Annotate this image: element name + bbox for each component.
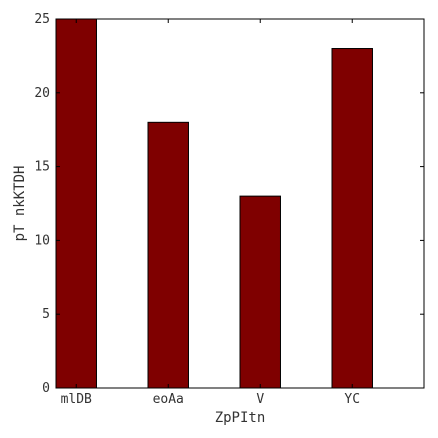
x-axis-title: ZpPItn (215, 410, 266, 426)
y-tick-label: 15 (34, 160, 50, 175)
bar-mlDB (55, 18, 97, 389)
y-tick-label: 20 (34, 86, 50, 101)
bar-V (239, 195, 281, 389)
y-tick-label: 5 (42, 307, 50, 322)
plot-frame (55, 18, 425, 389)
y-axis-title: pT nkKTDH (12, 166, 28, 242)
x-tick-label: V (256, 392, 264, 407)
x-tick-label: eoAa (153, 392, 184, 407)
x-tick-label: YC (344, 392, 360, 407)
bar-YC (331, 48, 373, 389)
y-tick-label: 25 (34, 12, 50, 27)
y-tick-label: 10 (34, 233, 50, 248)
bar-eoAa (147, 121, 189, 389)
bars-layer (55, 18, 373, 389)
y-tick-label: 0 (42, 381, 50, 396)
ticks-layer: mlDB eoAa V YC 0 5 10 15 20 25 (34, 12, 424, 407)
x-tick-label: mlDB (61, 392, 92, 407)
